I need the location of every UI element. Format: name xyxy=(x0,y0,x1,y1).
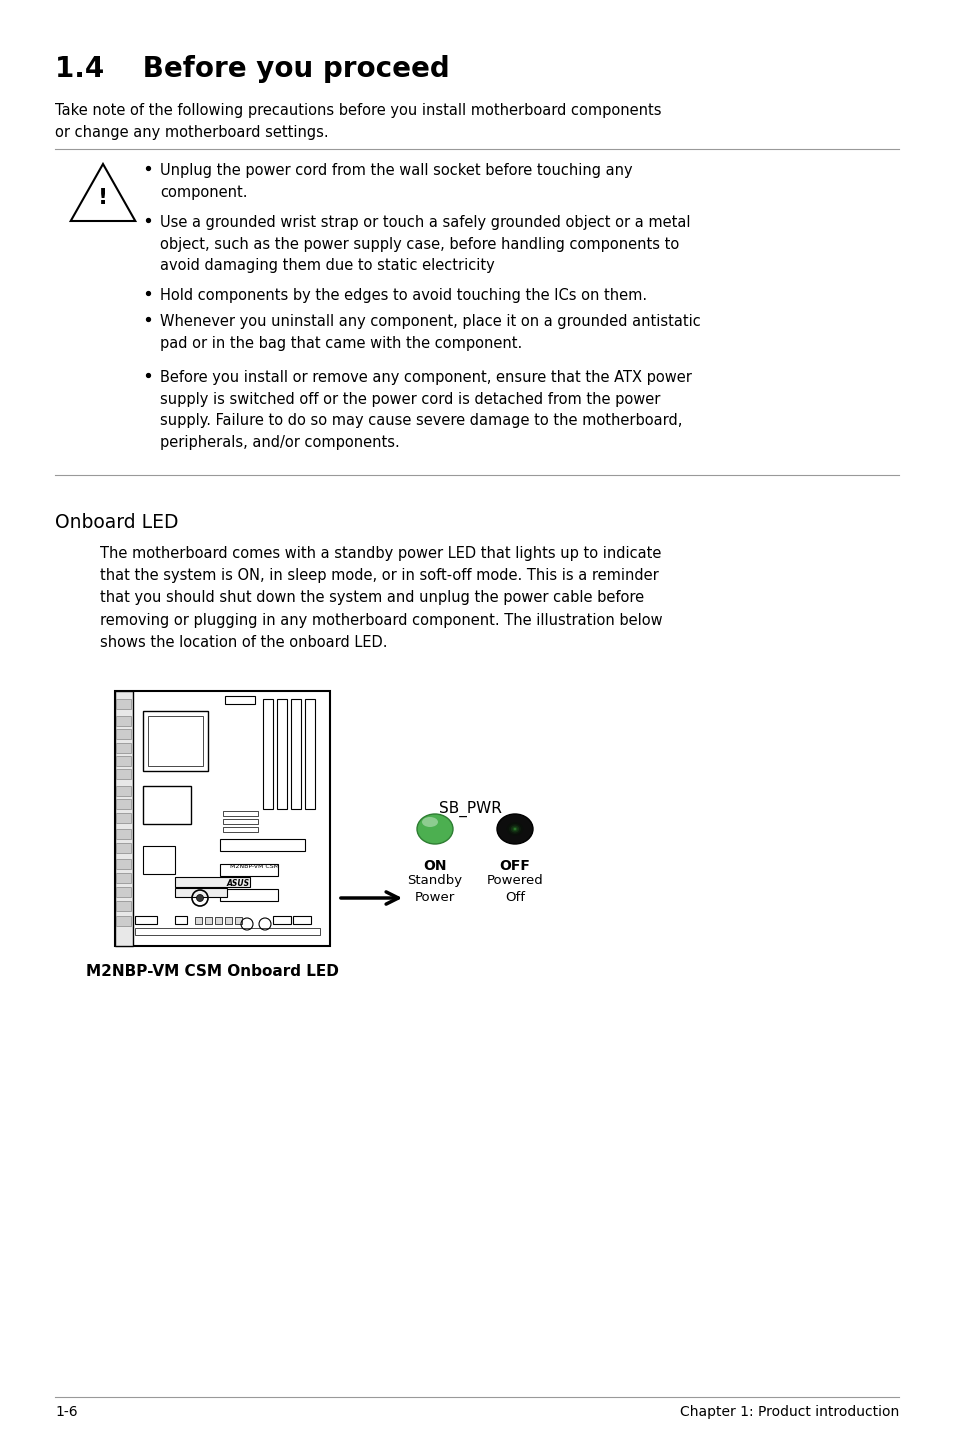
Bar xyxy=(143,846,174,874)
Bar xyxy=(116,902,131,912)
Ellipse shape xyxy=(514,828,516,830)
Text: ASUS: ASUS xyxy=(227,879,250,887)
Bar xyxy=(305,699,314,810)
Bar xyxy=(116,887,131,897)
Bar xyxy=(263,699,273,810)
Bar xyxy=(225,917,232,925)
Bar xyxy=(135,916,157,925)
Bar xyxy=(116,858,131,869)
Bar xyxy=(174,916,187,925)
Bar xyxy=(116,756,131,766)
Bar xyxy=(116,828,131,838)
Text: 1.4    Before you proceed: 1.4 Before you proceed xyxy=(55,55,449,83)
Bar xyxy=(273,916,291,925)
Bar xyxy=(291,699,301,810)
Bar xyxy=(115,692,330,946)
Bar xyxy=(223,811,257,815)
Text: ON: ON xyxy=(423,858,446,873)
Bar xyxy=(174,889,227,897)
Bar xyxy=(116,729,131,739)
Text: Unplug the power cord from the wall socket before touching any
component.: Unplug the power cord from the wall sock… xyxy=(160,162,632,200)
Bar xyxy=(143,710,208,771)
Text: Whenever you uninstall any component, place it on a grounded antistatic
pad or i: Whenever you uninstall any component, pl… xyxy=(160,313,700,351)
Bar xyxy=(143,787,191,824)
Bar xyxy=(115,692,132,946)
Text: SB_PWR: SB_PWR xyxy=(438,801,501,817)
Bar xyxy=(293,916,311,925)
Bar xyxy=(225,696,254,705)
Bar xyxy=(116,812,131,823)
Circle shape xyxy=(196,894,203,902)
Ellipse shape xyxy=(420,818,449,840)
Bar xyxy=(116,769,131,779)
Bar xyxy=(234,917,242,925)
Ellipse shape xyxy=(512,827,517,831)
Text: !: ! xyxy=(98,188,108,209)
Bar xyxy=(220,864,277,876)
Bar xyxy=(223,820,257,824)
Bar xyxy=(220,838,305,851)
Bar xyxy=(148,716,203,766)
Bar xyxy=(220,889,277,902)
Bar xyxy=(116,916,131,926)
Bar xyxy=(214,917,222,925)
Text: OFF: OFF xyxy=(499,858,530,873)
Ellipse shape xyxy=(509,824,520,834)
Bar xyxy=(223,827,257,833)
Bar xyxy=(194,917,202,925)
Text: Chapter 1: Product introduction: Chapter 1: Product introduction xyxy=(679,1405,898,1419)
Bar xyxy=(116,699,131,709)
Bar xyxy=(205,917,212,925)
Text: Before you install or remove any component, ensure that the ATX power
supply is : Before you install or remove any compone… xyxy=(160,370,691,450)
Bar xyxy=(116,716,131,726)
Ellipse shape xyxy=(422,820,447,838)
Text: M2NBP-VM CSM: M2NBP-VM CSM xyxy=(230,863,278,869)
Text: Onboard LED: Onboard LED xyxy=(55,513,178,532)
Ellipse shape xyxy=(510,825,518,833)
Ellipse shape xyxy=(497,814,533,844)
Ellipse shape xyxy=(506,823,523,835)
Bar xyxy=(135,928,319,935)
Text: M2NBP-VM CSM Onboard LED: M2NBP-VM CSM Onboard LED xyxy=(86,963,338,979)
Text: Powered
Off: Powered Off xyxy=(486,874,543,905)
Text: Hold components by the edges to avoid touching the ICs on them.: Hold components by the edges to avoid to… xyxy=(160,288,646,303)
Ellipse shape xyxy=(421,817,437,827)
Text: Take note of the following precautions before you install motherboard components: Take note of the following precautions b… xyxy=(55,104,660,139)
Bar xyxy=(174,877,250,887)
Ellipse shape xyxy=(416,814,453,844)
Text: 1-6: 1-6 xyxy=(55,1405,77,1419)
Text: Use a grounded wrist strap or touch a safely grounded object or a metal
object, : Use a grounded wrist strap or touch a sa… xyxy=(160,216,690,273)
Bar xyxy=(116,787,131,797)
Bar xyxy=(116,843,131,853)
Bar xyxy=(276,699,287,810)
Bar xyxy=(116,743,131,754)
Text: The motherboard comes with a standby power LED that lights up to indicate
that t: The motherboard comes with a standby pow… xyxy=(100,546,662,650)
Bar xyxy=(116,873,131,883)
Ellipse shape xyxy=(417,815,452,843)
Bar xyxy=(116,800,131,810)
Text: Standby
Power: Standby Power xyxy=(407,874,462,905)
